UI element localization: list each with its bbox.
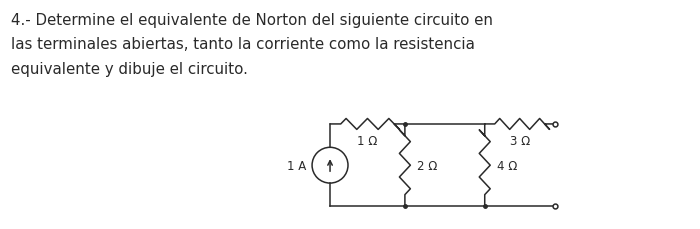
- Text: 1 Ω: 1 Ω: [357, 134, 378, 147]
- Text: 1 A: 1 A: [287, 159, 306, 172]
- Text: 4.- Determine el equivalente de Norton del siguiente circuito en: 4.- Determine el equivalente de Norton d…: [10, 13, 493, 27]
- Text: 2 Ω: 2 Ω: [417, 159, 438, 172]
- Text: equivalente y dibuje el circuito.: equivalente y dibuje el circuito.: [10, 62, 248, 77]
- Text: las terminales abiertas, tanto la corriente como la resistencia: las terminales abiertas, tanto la corrie…: [10, 37, 475, 52]
- Text: 4 Ω: 4 Ω: [497, 159, 517, 172]
- Text: 3 Ω: 3 Ω: [510, 134, 530, 147]
